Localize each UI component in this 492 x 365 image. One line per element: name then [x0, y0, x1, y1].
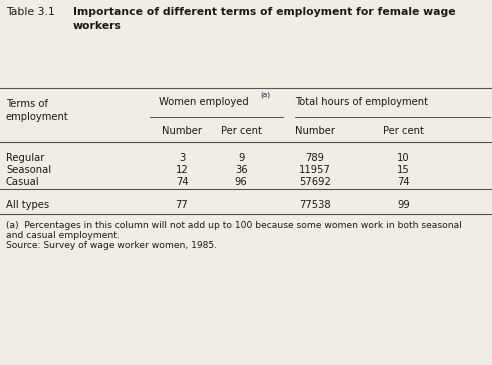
Text: 74: 74: [397, 177, 410, 187]
Text: 9: 9: [238, 153, 244, 163]
Text: Women employed: Women employed: [159, 97, 249, 107]
Text: Number: Number: [295, 126, 335, 136]
Text: Terms of
employment: Terms of employment: [6, 99, 69, 122]
Text: (a): (a): [261, 91, 271, 98]
Text: (a)  Percentages in this column will not add up to 100 because some women work i: (a) Percentages in this column will not …: [6, 221, 462, 230]
Text: 77538: 77538: [299, 200, 331, 210]
Text: Number: Number: [162, 126, 202, 136]
Text: 15: 15: [397, 165, 410, 175]
Text: 57692: 57692: [299, 177, 331, 187]
Text: 99: 99: [397, 200, 410, 210]
Text: Source: Survey of wage worker women, 1985.: Source: Survey of wage worker women, 198…: [6, 241, 217, 250]
Text: Per cent: Per cent: [220, 126, 262, 136]
Text: 96: 96: [235, 177, 247, 187]
Text: Regular: Regular: [6, 153, 44, 163]
Text: Seasonal: Seasonal: [6, 165, 51, 175]
Text: 11957: 11957: [299, 165, 331, 175]
Text: Table 3.1: Table 3.1: [6, 7, 55, 17]
Text: and casual employment.: and casual employment.: [6, 231, 120, 240]
Text: 3: 3: [179, 153, 185, 163]
Text: All types: All types: [6, 200, 49, 210]
Text: 789: 789: [306, 153, 324, 163]
Text: Importance of different terms of employment for female wage
workers: Importance of different terms of employm…: [73, 7, 456, 31]
Text: 12: 12: [176, 165, 188, 175]
Text: Per cent: Per cent: [383, 126, 424, 136]
Text: 74: 74: [176, 177, 188, 187]
Text: Total hours of employment: Total hours of employment: [295, 97, 428, 107]
Text: Casual: Casual: [6, 177, 39, 187]
Text: 10: 10: [397, 153, 410, 163]
Text: 36: 36: [235, 165, 247, 175]
Text: 77: 77: [176, 200, 188, 210]
